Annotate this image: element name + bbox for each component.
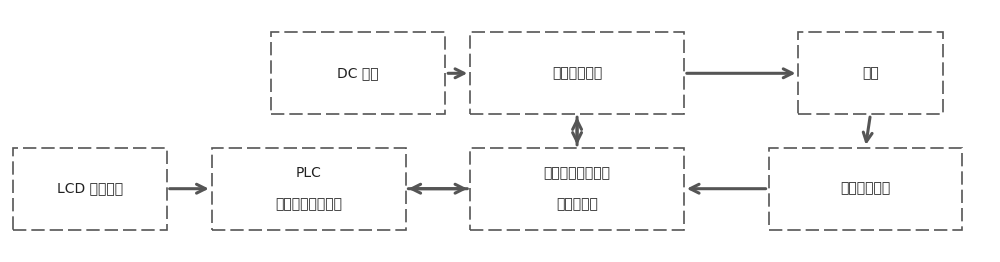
Text: 输出: 输出 xyxy=(862,66,879,80)
FancyBboxPatch shape xyxy=(798,32,943,114)
FancyBboxPatch shape xyxy=(470,32,684,114)
Text: PLC: PLC xyxy=(296,166,322,180)
FancyBboxPatch shape xyxy=(13,148,167,230)
Text: 峰値电流检测: 峰値电流检测 xyxy=(840,182,891,196)
Text: 全桥驱动及电流保: 全桥驱动及电流保 xyxy=(544,166,611,180)
Text: LCD 人机界面: LCD 人机界面 xyxy=(57,182,123,196)
FancyBboxPatch shape xyxy=(769,148,962,230)
Text: DC 电源: DC 电源 xyxy=(337,66,379,80)
Text: 可编程逻辑控制器: 可编程逻辑控制器 xyxy=(275,197,342,211)
Text: 护信号模块: 护信号模块 xyxy=(556,197,598,211)
Text: 全桥逆变电路: 全桥逆变电路 xyxy=(552,66,602,80)
FancyBboxPatch shape xyxy=(212,148,406,230)
FancyBboxPatch shape xyxy=(470,148,684,230)
FancyBboxPatch shape xyxy=(271,32,445,114)
